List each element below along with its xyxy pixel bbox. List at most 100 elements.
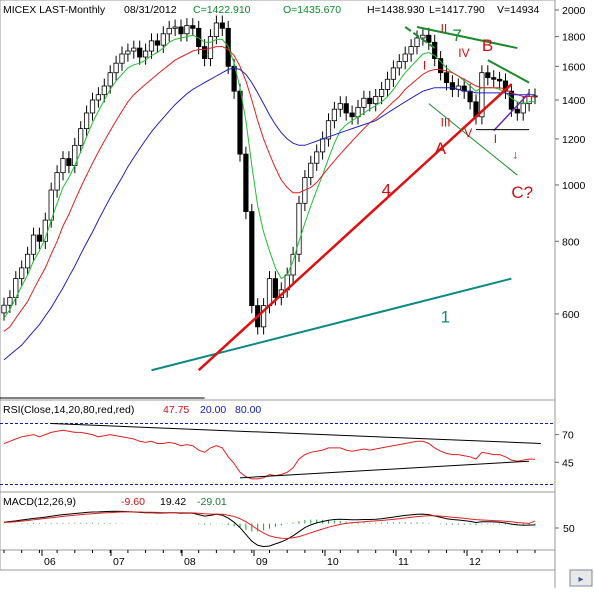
- wave-label: V: [464, 126, 472, 140]
- candle-body: [414, 37, 420, 48]
- x-tick-label: 12: [469, 556, 481, 568]
- candle-body: [84, 112, 90, 130]
- candle-body: [443, 72, 450, 84]
- candle-body: [95, 94, 101, 101]
- candle-body: [319, 138, 326, 153]
- candle-body: [125, 50, 131, 55]
- x-tick-label: 10: [327, 556, 339, 568]
- wave-label: B: [482, 36, 493, 55]
- trendline-red: [197, 83, 513, 372]
- wave-label: I: [494, 132, 497, 146]
- macd-line: [3, 510, 536, 548]
- wave-label: II: [441, 21, 448, 35]
- candle-body: [237, 90, 243, 155]
- candle-body: [172, 26, 178, 29]
- candle-body: [432, 41, 438, 59]
- rsi-layer: [0, 423, 555, 485]
- candle-body: [213, 22, 219, 37]
- header-date: 08/31/2012: [124, 4, 177, 16]
- scroll-corner-button[interactable]: [569, 569, 593, 587]
- candle-body: [178, 26, 184, 35]
- price-tick-label: 800: [562, 236, 580, 248]
- x-tick-label: 07: [113, 556, 125, 568]
- scroll-arrow-icon: ▸: [578, 574, 583, 585]
- macd-signal-line: [3, 511, 536, 539]
- candle-body: [290, 253, 296, 276]
- wave-label: C?: [511, 183, 533, 202]
- wave-label: A: [435, 139, 447, 158]
- candle-body: [249, 211, 255, 307]
- candle-body: [119, 53, 125, 64]
- macd-value-1: -9.60: [121, 496, 145, 508]
- candle-body: [184, 25, 190, 35]
- header-low: L=1417.790: [429, 4, 485, 16]
- header-close: C=1422.910: [193, 4, 251, 16]
- rsi-value-low: 20.00: [200, 404, 226, 416]
- candle-body: [337, 103, 343, 110]
- x-tick-label: 06: [44, 556, 56, 568]
- candle-body: [496, 78, 503, 82]
- macd-panel: [0, 491, 556, 551]
- candle-body: [408, 46, 414, 55]
- trendline-teal: [151, 277, 512, 372]
- candle-body: [378, 89, 385, 97]
- candle-body: [231, 65, 237, 92]
- price-panel: [0, 0, 556, 401]
- candle-body: [160, 33, 166, 46]
- wave-label: I: [423, 59, 426, 73]
- x-tick-label: 08: [184, 556, 196, 568]
- down-arrow-icon: ↓: [512, 148, 518, 162]
- candle-body: [260, 305, 267, 328]
- price-tick-label: 2000: [562, 5, 586, 17]
- rsi-title: RSI(Close,14,20,80,red,red): [3, 404, 134, 416]
- ma-medium-line: [3, 46, 535, 332]
- candle-body: [54, 172, 60, 191]
- candle-body: [373, 96, 379, 105]
- candle-body: [520, 103, 526, 114]
- macd-tick-label: 50: [563, 523, 575, 535]
- candle-body: [361, 97, 367, 108]
- x-tick-label: 09: [256, 556, 268, 568]
- candle-body: [78, 128, 84, 146]
- candle-body: [296, 202, 302, 255]
- candle-body: [467, 90, 473, 103]
- candle-body: [24, 253, 31, 269]
- candle-body: [491, 77, 497, 80]
- candle-body: [426, 34, 432, 43]
- candle-body: [420, 34, 426, 39]
- axis-layer: 600 800 1000 1200 1400 1600 1800 2000 45 70 50 06 07…: [3, 5, 586, 568]
- candle-body: [314, 151, 320, 164]
- price-tick-label: 1600: [562, 61, 586, 73]
- candle-body: [107, 72, 113, 87]
- candle-body: [508, 90, 515, 110]
- header-volume: V=14934: [497, 4, 539, 16]
- wave-label: IV: [458, 46, 469, 60]
- candle-body: [308, 162, 314, 178]
- candle-body: [19, 267, 25, 280]
- rsi-panel: [0, 399, 556, 493]
- rsi-trendline-upper: [51, 423, 541, 444]
- green-lower-line: [428, 103, 518, 176]
- ma-fast-line: [3, 34, 535, 319]
- macd-value-3: -29.01: [197, 496, 227, 508]
- candle-body: [449, 82, 456, 90]
- wave-label: 7: [452, 26, 461, 45]
- candle-body: [1, 304, 7, 314]
- price-tick-label: 600: [562, 309, 580, 321]
- wave-label: III: [441, 116, 451, 130]
- wave-label: 4: [382, 180, 391, 199]
- candle-body: [166, 27, 172, 35]
- ma-slow-line: [3, 67, 535, 361]
- rsi-tick-label: 70: [562, 430, 574, 442]
- x-tick-label: 11: [398, 556, 409, 568]
- candle-body: [349, 112, 355, 118]
- header-high: H=1438.930: [367, 4, 425, 16]
- candle-body: [148, 40, 155, 52]
- candle-body: [190, 25, 196, 29]
- candle-body: [219, 22, 225, 29]
- macd-title: MACD(12,26,9): [3, 496, 76, 508]
- candle-body: [485, 72, 491, 79]
- price-tick-label: 1200: [562, 134, 586, 146]
- rsi-value-high: 80.00: [235, 404, 261, 416]
